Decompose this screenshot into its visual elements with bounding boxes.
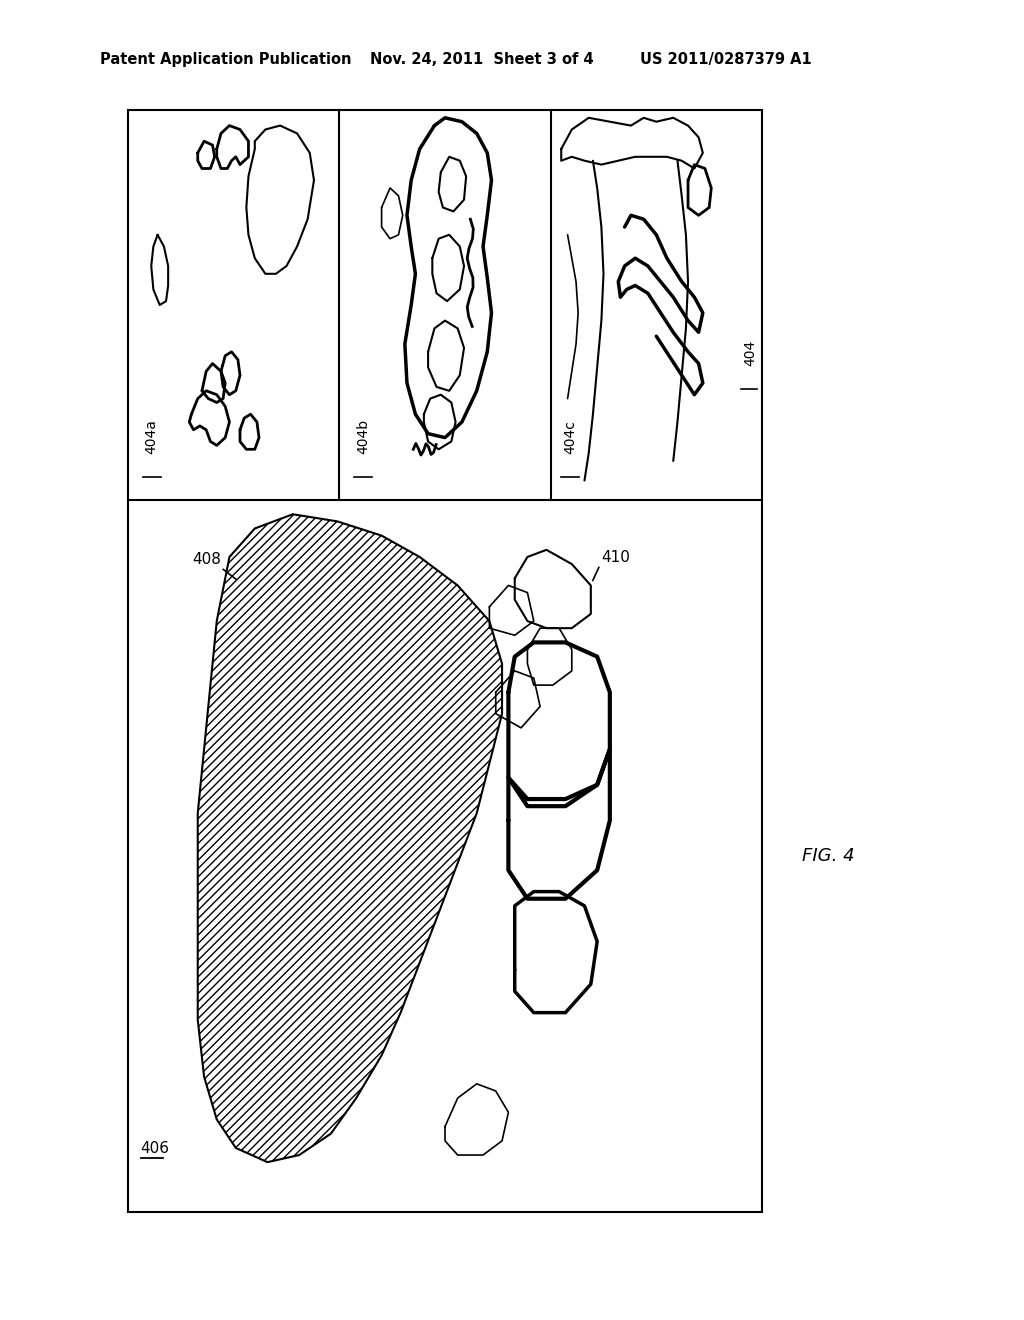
- Text: Patent Application Publication: Patent Application Publication: [100, 51, 351, 67]
- Bar: [128, 110, 762, 1212]
- Text: 404c: 404c: [563, 420, 578, 454]
- Text: 408: 408: [193, 553, 221, 568]
- Text: FIG. 4: FIG. 4: [802, 847, 855, 865]
- Text: Nov. 24, 2011  Sheet 3 of 4: Nov. 24, 2011 Sheet 3 of 4: [370, 51, 594, 67]
- Text: 404b: 404b: [356, 418, 370, 454]
- Text: 410: 410: [601, 550, 630, 565]
- Text: 406: 406: [140, 1142, 170, 1156]
- Polygon shape: [198, 515, 502, 1162]
- Text: 404a: 404a: [144, 418, 159, 454]
- Text: 404: 404: [742, 339, 757, 366]
- Text: US 2011/0287379 A1: US 2011/0287379 A1: [640, 51, 812, 67]
